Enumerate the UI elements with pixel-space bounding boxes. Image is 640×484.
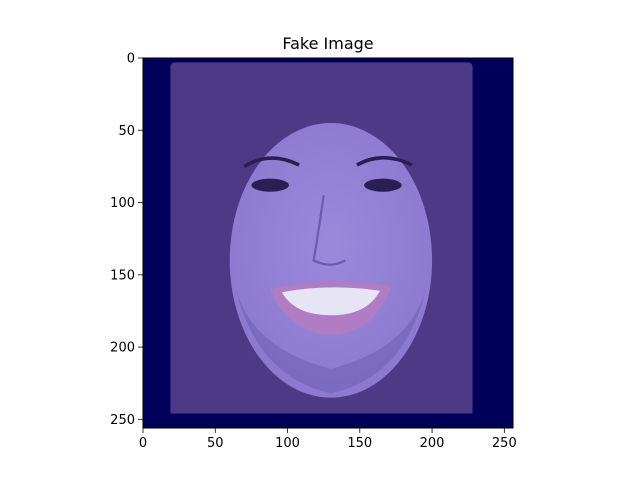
x-tick-label: 50 xyxy=(207,436,224,451)
nose xyxy=(312,195,346,266)
axes-frame xyxy=(142,57,514,429)
image-axes xyxy=(142,57,514,429)
left-eye xyxy=(251,178,289,192)
face-shadow xyxy=(232,274,430,394)
y-axis-ticks: 0 50 100 150 200 250 xyxy=(110,52,143,428)
right-eye xyxy=(364,178,402,192)
x-tick-label: 200 xyxy=(420,436,445,451)
x-tick-label: 150 xyxy=(347,436,372,451)
y-tick-label: 0 xyxy=(127,52,135,67)
x-tick-label: 0 xyxy=(139,436,147,451)
y-tick-label: 100 xyxy=(110,196,135,211)
hair-right xyxy=(359,65,473,414)
y-tick-label: 50 xyxy=(118,124,135,139)
x-tick-label: 250 xyxy=(492,436,517,451)
y-tick-label: 150 xyxy=(110,268,135,283)
x-tick-label: 100 xyxy=(275,436,300,451)
right-eyebrow xyxy=(356,155,413,167)
x-axis-ticks: 0 50 100 150 200 250 xyxy=(139,428,517,451)
teeth xyxy=(281,287,381,316)
y-tick-label: 250 xyxy=(110,413,135,428)
portrait-image xyxy=(143,58,513,428)
hair-left xyxy=(170,65,281,414)
face xyxy=(229,123,433,398)
chart-title: Fake Image xyxy=(282,34,373,53)
y-tick-label: 200 xyxy=(110,341,135,356)
left-eyebrow xyxy=(243,156,300,168)
